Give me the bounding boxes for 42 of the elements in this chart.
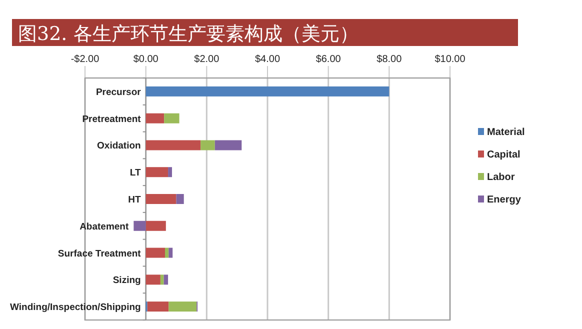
bar [146, 167, 168, 178]
y-tick-label: Winding/Inspection/Shipping [10, 302, 142, 314]
bar [214, 140, 242, 150]
bar [164, 113, 180, 124]
bar [147, 302, 169, 312]
y-tick-label: Sizing [112, 275, 142, 286]
x-tick-label: -$2.00 [70, 54, 100, 65]
bar [176, 194, 184, 204]
bar [146, 194, 176, 204]
title-banner: 图32. 各生产环节生产要素构成（美元） [12, 19, 518, 46]
bar [146, 220, 166, 231]
bar [146, 86, 390, 96]
x-tick-label: $0.00 [133, 54, 159, 65]
bar [164, 274, 168, 285]
y-tick-label: HT [128, 194, 142, 206]
legend-label: Material [487, 127, 526, 138]
bar [164, 248, 169, 258]
y-tick-label: Pretreatment [82, 114, 142, 125]
bar [146, 248, 165, 258]
legend-label: Labor [487, 172, 515, 183]
bar [200, 140, 215, 150]
y-tick-label: Oxidation [97, 140, 142, 152]
bar [168, 302, 197, 312]
bar [146, 113, 164, 124]
bar [168, 167, 172, 178]
bar [146, 274, 160, 285]
bar [134, 220, 146, 231]
bar [160, 274, 164, 285]
bar [146, 140, 201, 150]
y-tick-label: Abatement [80, 221, 130, 232]
legend-label: Capital [487, 150, 521, 160]
chart-title: 图32. 各生产环节生产要素构成（美元） [18, 23, 358, 45]
y-tick-label: LT [130, 168, 142, 179]
y-tick-label: Surface Treatment [58, 248, 142, 260]
x-tick-label: $8.00 [376, 54, 402, 65]
legend-label: Energy [487, 194, 522, 206]
y-tick-label: Precursor [96, 86, 142, 98]
bar [168, 248, 173, 258]
x-tick-label: $10.00 [434, 54, 466, 65]
x-tick-label: $4.00 [254, 54, 280, 65]
x-tick-label: $2.00 [194, 54, 220, 65]
x-tick-label: $6.00 [316, 54, 342, 65]
